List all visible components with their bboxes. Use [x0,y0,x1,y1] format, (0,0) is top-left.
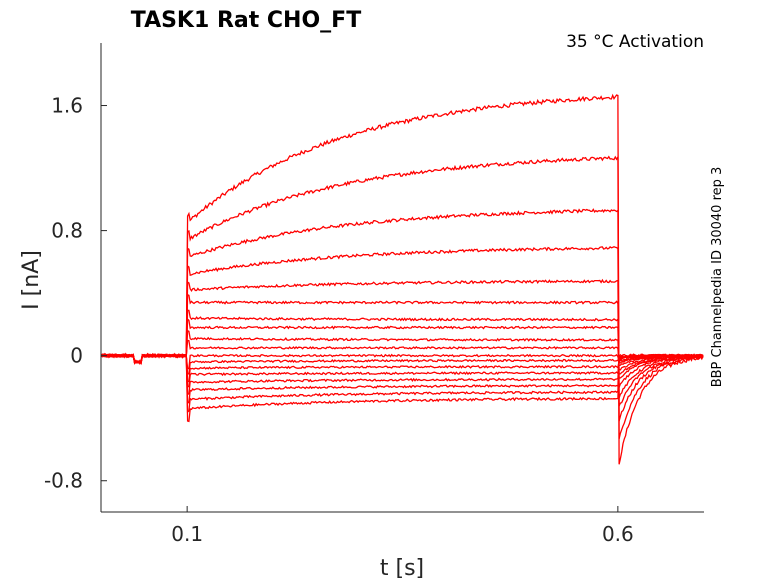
series-line [100,317,704,375]
series-line [100,353,704,423]
ticks-group: -0.8 0 0.8 1.6 0.1 0.6 [44,94,634,546]
series-line [100,353,704,383]
side-label: BBP Channelpedia ID 30040 rep 3 [710,167,725,388]
x-axis-label: t [s] [380,556,424,581]
series-line [100,353,704,370]
series-line [100,293,704,388]
series-line [100,278,704,399]
y-tick-label: 0.8 [51,219,83,243]
series-line [100,309,704,380]
y-axis-label: I [nA] [19,250,44,310]
chart-annotation: 35 °C Activation [566,32,704,52]
y-tick-label: -0.8 [44,469,83,493]
series-line [100,93,704,465]
traces-group [100,93,704,465]
series-line [100,353,704,405]
x-tick-label: 0.1 [171,522,203,546]
series-line [100,353,704,389]
series-line [100,329,704,371]
y-tick-label: 1.6 [51,94,83,118]
series-line [100,353,704,375]
series-line [100,339,704,367]
series-line [100,154,704,440]
x-tick-label: 0.6 [602,522,634,546]
chart-title: TASK1 Rat CHO_FT [131,8,361,33]
series-line [100,208,704,422]
series-line [100,245,704,407]
series-line [100,353,704,396]
series-line [101,353,704,414]
y-tick-label: 0 [70,344,83,368]
